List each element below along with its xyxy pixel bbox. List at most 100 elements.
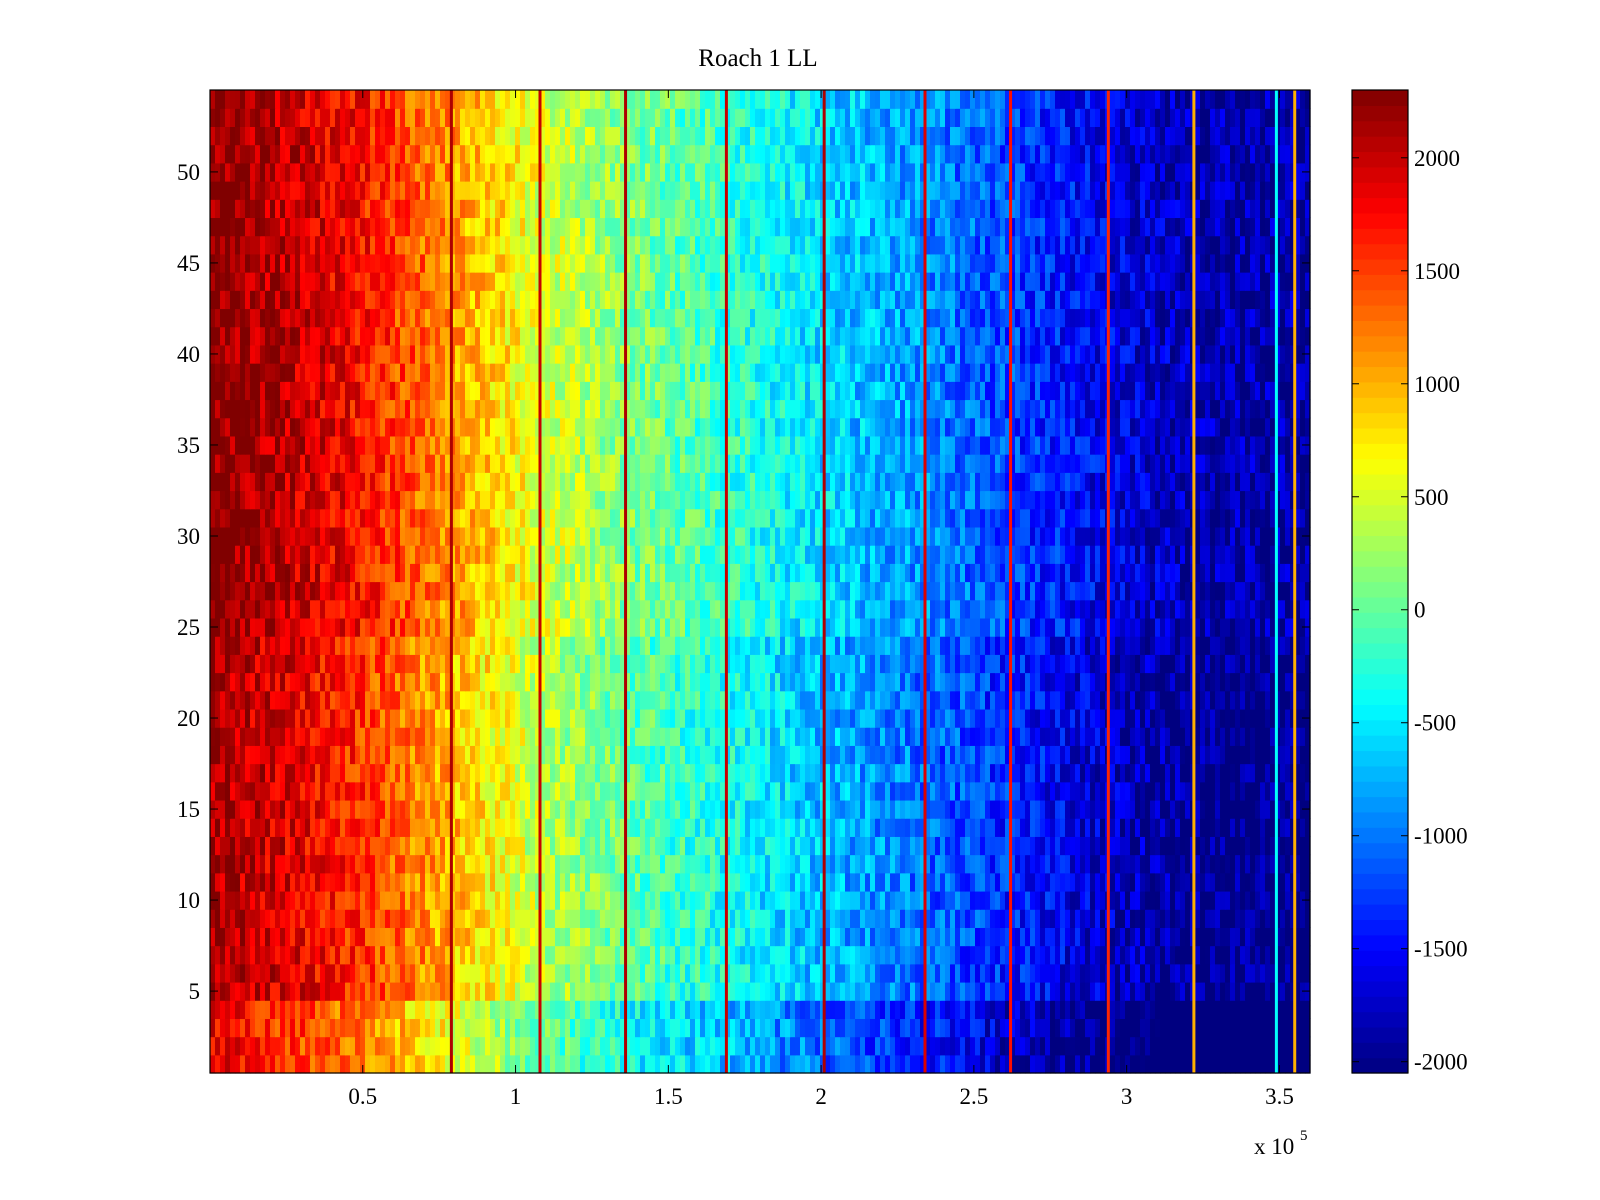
heatmap-cell: [400, 1018, 406, 1038]
heatmap-cell: [590, 690, 596, 710]
heatmap-cell: [1140, 708, 1146, 728]
heatmap-cell: [275, 745, 281, 765]
heatmap-cell: [670, 854, 676, 874]
heatmap-cell: [920, 1054, 926, 1074]
heatmap-cell: [415, 708, 421, 728]
heatmap-cell: [425, 781, 431, 801]
heatmap-cell: [620, 690, 626, 710]
heatmap-cell: [635, 1018, 641, 1038]
heatmap-cell: [930, 654, 936, 674]
heatmap-cell: [435, 799, 441, 819]
heatmap-cell: [1295, 872, 1301, 892]
heatmap-cell: [405, 1054, 411, 1074]
heatmap-cell: [615, 927, 621, 947]
heatmap-cell: [235, 727, 241, 746]
heatmap-cell: [360, 727, 366, 746]
heatmap-cell: [1010, 963, 1016, 983]
heatmap-cell: [515, 872, 521, 892]
heatmap-cell: [405, 672, 411, 692]
heatmap-cell: [510, 909, 516, 928]
heatmap-cell: [955, 981, 961, 1001]
heatmap-cell: [740, 872, 746, 892]
heatmap-cell: [980, 890, 986, 910]
heatmap-cell: [830, 763, 836, 783]
heatmap-cell: [1130, 781, 1136, 801]
heatmap-cell: [495, 927, 501, 947]
heatmap-cell: [1210, 890, 1216, 910]
heatmap-cell: [520, 818, 526, 837]
heatmap-cell: [330, 1036, 336, 1056]
heatmap-cell: [965, 654, 971, 674]
heatmap-cell: [370, 963, 376, 983]
heatmap-cell: [305, 727, 311, 746]
heatmap-cell: [1090, 763, 1096, 783]
heatmap-cell: [505, 836, 511, 856]
heatmap-cell: [840, 872, 846, 892]
heatmap-cell: [540, 963, 546, 983]
heatmap-cell: [895, 1054, 901, 1074]
heatmap-cell: [870, 690, 876, 710]
heatmap-cell: [620, 836, 626, 856]
heatmap-cell: [510, 963, 516, 983]
heatmap-cell: [315, 745, 321, 765]
heatmap-cell: [1150, 672, 1156, 692]
heatmap-cell: [285, 890, 291, 910]
heatmap-cell: [215, 927, 221, 947]
heatmap-cell: [795, 1000, 801, 1019]
heatmap-cell: [840, 854, 846, 874]
heatmap-cell: [990, 727, 996, 746]
heatmap-cell: [560, 854, 566, 874]
heatmap-cell: [770, 981, 776, 1001]
heatmap-cell: [1000, 745, 1006, 765]
heatmap-cell: [255, 890, 261, 910]
heatmap-cell: [735, 909, 741, 928]
heatmap-cell: [965, 854, 971, 874]
heatmap-cell: [520, 945, 526, 965]
heatmap-cell: [210, 763, 216, 783]
heatmap-cell: [500, 654, 506, 674]
heatmap-cell: [300, 708, 306, 728]
heatmap-cell: [1185, 781, 1191, 801]
heatmap-cell: [855, 1054, 861, 1074]
heatmap-cell: [545, 799, 551, 819]
heatmap-cell: [245, 1054, 251, 1074]
heatmap-cell: [1065, 672, 1071, 692]
heatmap-cell: [530, 818, 536, 837]
heatmap-cell: [490, 727, 496, 746]
heatmap-cell: [605, 1018, 611, 1038]
heatmap-cell: [1050, 1036, 1056, 1056]
heatmap-cell: [1060, 708, 1066, 728]
heatmap-cell: [435, 1000, 441, 1019]
heatmap-cell: [605, 890, 611, 910]
heatmap-cell: [300, 763, 306, 783]
heatmap-cell: [590, 1018, 596, 1038]
heatmap-cell: [800, 963, 806, 983]
heatmap-cell: [385, 1018, 391, 1038]
heatmap-cell: [795, 708, 801, 728]
heatmap-cell: [490, 1000, 496, 1019]
heatmap-cell: [1130, 727, 1136, 746]
heatmap-cell: [685, 1018, 691, 1038]
heatmap-cell: [745, 654, 751, 674]
heatmap-cell: [1240, 1000, 1246, 1019]
heatmap-cell: [940, 1036, 946, 1056]
heatmap-cell: [690, 1018, 696, 1038]
heatmap-cell: [1000, 818, 1006, 837]
heatmap-cell: [750, 763, 756, 783]
heatmap-cell: [755, 1000, 761, 1019]
heatmap-cell: [1045, 745, 1051, 765]
heatmap-cell: [720, 799, 726, 819]
heatmap-cell: [760, 945, 766, 965]
heatmap-cell: [520, 872, 526, 892]
heatmap-cell: [630, 690, 636, 710]
heatmap-cell: [285, 690, 291, 710]
heatmap-cell: [295, 781, 301, 801]
heatmap-cell: [1285, 854, 1291, 874]
heatmap-cell: [580, 890, 586, 910]
heatmap-cell: [1120, 781, 1126, 801]
heatmap-cell: [700, 909, 706, 928]
heatmap-cell: [870, 745, 876, 765]
heatmap-cell: [755, 963, 761, 983]
heatmap-cell: [810, 1054, 816, 1074]
heatmap-cell: [500, 909, 506, 928]
